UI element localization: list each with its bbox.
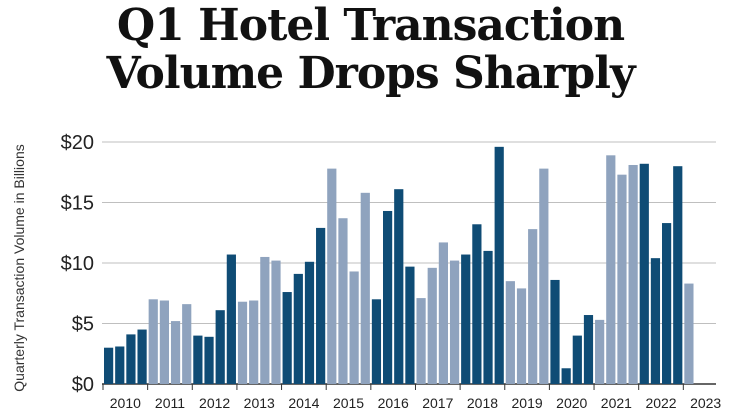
- y-tick-labels: $0 $5 $10 $15 $20: [61, 132, 94, 396]
- bar: [639, 163, 649, 384]
- bar: [249, 300, 259, 384]
- bar: [126, 334, 136, 384]
- x-tick-label: 2023: [690, 395, 721, 411]
- bar: [650, 258, 661, 384]
- chart-title: Q1 Hotel Transaction Volume Drops Sharpl…: [0, 2, 741, 98]
- bar: [416, 298, 426, 384]
- x-tick-label: 2021: [601, 395, 632, 411]
- bar: [405, 266, 415, 384]
- bar: [159, 300, 169, 384]
- y-tick-label: $15: [61, 193, 94, 215]
- bar: [204, 336, 214, 384]
- x-tick-label: 2016: [378, 395, 409, 411]
- bar: [316, 227, 326, 384]
- chart-title-line-2: Volume Drops Sharply: [106, 48, 635, 99]
- bar: [182, 304, 192, 384]
- x-tick-label: 2011: [155, 395, 185, 411]
- bar: [449, 260, 460, 384]
- bar: [684, 283, 694, 384]
- bar: [271, 260, 281, 384]
- bar: [628, 164, 638, 384]
- x-tick-label: 2017: [422, 395, 453, 411]
- bar: [539, 168, 549, 384]
- bar: [293, 273, 303, 384]
- bars: [104, 146, 694, 384]
- x-tick-label: 2014: [288, 395, 319, 411]
- bar: [494, 146, 504, 384]
- x-tick-label: 2022: [645, 395, 676, 411]
- bar: [371, 299, 382, 384]
- bar: [438, 242, 448, 384]
- bar: [595, 319, 605, 384]
- bar: [282, 292, 292, 384]
- bar: [516, 288, 527, 384]
- bar: [304, 261, 315, 384]
- bar: [237, 301, 248, 384]
- bar: [617, 174, 627, 384]
- y-tick-label: $10: [61, 253, 94, 275]
- bar: [383, 210, 393, 384]
- bar: [505, 281, 515, 384]
- bar: [193, 335, 203, 384]
- bar: [327, 168, 337, 384]
- bar: [226, 254, 236, 384]
- bar: [427, 267, 437, 384]
- bar: [104, 347, 114, 384]
- chart-title-line-1: Q1 Hotel Transaction: [116, 0, 625, 51]
- bar: [260, 256, 270, 384]
- y-tick-label: $20: [61, 132, 94, 154]
- y-tick-label: $5: [72, 314, 94, 336]
- bar: [461, 254, 471, 384]
- bar: [360, 192, 370, 384]
- bar: [483, 250, 493, 384]
- x-tick-label: 2020: [556, 395, 587, 411]
- y-tick-label: $0: [72, 374, 94, 396]
- y-axis-label: Quarterly Transaction Volume in Billions: [11, 144, 27, 391]
- x-tick-label: 2012: [199, 395, 230, 411]
- x-tick-label: 2015: [333, 395, 364, 411]
- bar: [137, 329, 147, 384]
- bar: [550, 279, 560, 384]
- bar: [561, 368, 571, 384]
- bar: [115, 346, 125, 384]
- x-tick-label: 2018: [467, 395, 498, 411]
- bar: [606, 155, 616, 384]
- bar: [662, 223, 672, 384]
- bar: [472, 224, 482, 384]
- x-tick-label: 2013: [244, 395, 275, 411]
- bar: [583, 315, 594, 384]
- bar: [673, 166, 683, 384]
- x-tick-label: 2010: [110, 395, 141, 411]
- bar: [148, 299, 158, 384]
- bar: [349, 271, 359, 384]
- x-tick-label: 2019: [512, 395, 543, 411]
- bar: [170, 321, 181, 384]
- bar: [215, 310, 225, 384]
- x-tick-labels: 2010 2011 2012 2013 2014 2015 2016 2017 2018 2019…: [102, 384, 721, 411]
- bar: [394, 189, 404, 384]
- bar: [338, 218, 348, 384]
- bar: [528, 229, 538, 384]
- bar: [572, 335, 582, 384]
